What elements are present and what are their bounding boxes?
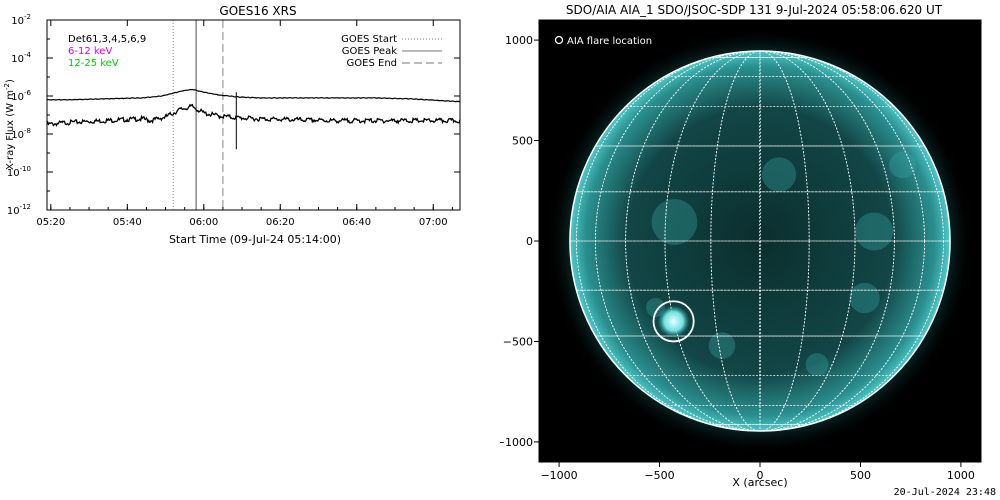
aia-x-tick-label: −1000 xyxy=(540,469,577,482)
aia-title: SDO/AIA AIA_1 SDO/JSOC-SDP 131 9-Jul-202… xyxy=(566,3,943,17)
active-region-glow xyxy=(651,199,698,245)
solar-limb xyxy=(569,50,951,432)
goes-chart-title: GOES16 XRS xyxy=(219,4,296,18)
active-region-glow xyxy=(849,282,880,314)
flare-location-circle xyxy=(652,300,695,343)
goes-y-axis-label: X-ray Flux (W m-2) xyxy=(3,79,16,170)
active-region-glow xyxy=(855,212,894,251)
x-tick-label: 05:20 xyxy=(36,217,65,228)
goes-y-axis-label-close: ) xyxy=(5,79,16,83)
active-region-glow xyxy=(708,332,736,359)
x-tick-label: 06:00 xyxy=(189,217,218,228)
aia-y-tick-label: −500 xyxy=(503,335,533,348)
y-tick-label: 10-12 xyxy=(7,203,31,217)
y-tick-label: 10-10 xyxy=(7,165,31,179)
active-region-glow xyxy=(761,157,797,192)
y-tick-label: 10-2 xyxy=(11,13,31,27)
series-line-12-25-kev xyxy=(46,103,461,127)
y-tick-label: 10-6 xyxy=(11,89,31,103)
aia-y-tick-label: −1000 xyxy=(500,436,533,449)
aia-x-tick-label: −500 xyxy=(644,469,674,482)
aia-x-tick-label: 1000 xyxy=(947,469,975,482)
aia-image-panel: SDO/AIA AIA_1 SDO/JSOC-SDP 131 9-Jul-202… xyxy=(500,3,982,489)
active-region-glow xyxy=(889,151,916,179)
legend-goes-peak-label: GOES Peak xyxy=(342,46,397,57)
y-tick-label: 10-8 xyxy=(11,127,31,141)
x-tick-label: 06:40 xyxy=(342,217,371,228)
goes-x-axis-label: Start Time (09-Jul-24 05:14:00) xyxy=(169,233,341,246)
aia-x-tick-label: 500 xyxy=(850,469,871,482)
legend-flare-label: AIA flare location xyxy=(567,36,652,47)
x-tick-label: 05:40 xyxy=(113,217,142,228)
goes-y-axis-label-main: X-ray Flux (W m xyxy=(5,90,16,170)
aia-y-tick-label: 500 xyxy=(512,135,533,148)
active-region-glow xyxy=(805,353,829,376)
x-tick-label: 06:20 xyxy=(266,217,295,228)
aia-y-tick-label: 0 xyxy=(526,235,533,248)
aia-y-tick-label: 1000 xyxy=(505,34,533,47)
legend-flare-symbol xyxy=(554,35,564,45)
longitude-gridline xyxy=(595,50,925,432)
legend-goes-start-label: GOES Start xyxy=(341,34,397,45)
legend-entry-6-12-kev: 6-12 keV xyxy=(68,46,112,57)
footer-timestamp: 20-Jul-2024 23:48 xyxy=(893,487,996,498)
legend-goes-end-label: GOES End xyxy=(347,58,397,69)
y-tick-label: 10-4 xyxy=(11,51,31,65)
goes-y-axis-label-sup: -2 xyxy=(3,83,11,90)
series-line-6-12-kev xyxy=(46,88,461,103)
flare-emission xyxy=(657,305,690,338)
aia-x-axis-label: X (arcsec) xyxy=(732,476,787,489)
aia-x-tick-label: 0 xyxy=(757,469,764,482)
active-region-glow xyxy=(645,298,665,318)
legend-entry-12-25-kev: 12-25 keV xyxy=(68,58,119,69)
goes-xrs-chart: GOES16 XRS 10-2 10-4 10-6 10-8 10-10 10-12 05… xyxy=(3,4,461,246)
x-tick-label: 07:00 xyxy=(419,217,448,228)
goes-detector-label: Det61,3,4,5,6,9 xyxy=(68,34,146,45)
